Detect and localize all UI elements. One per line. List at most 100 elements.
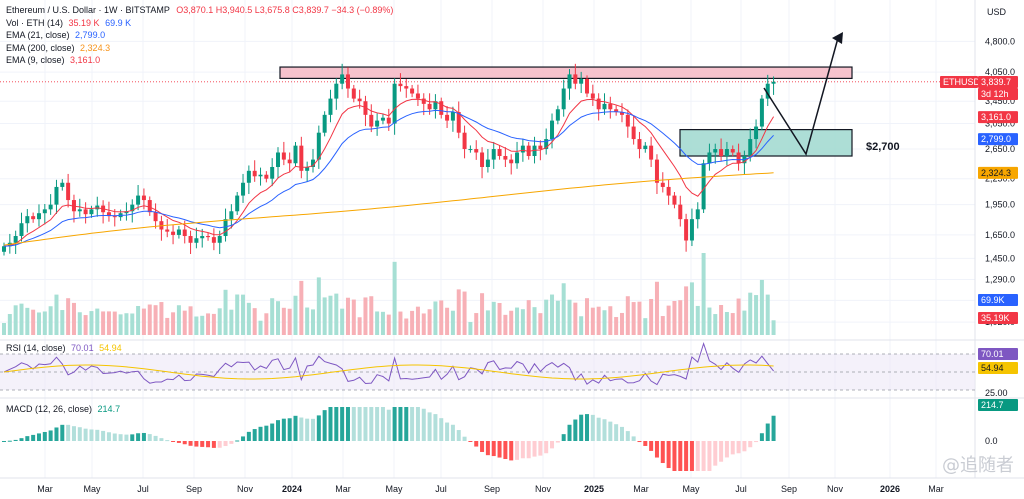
candle-body — [561, 88, 566, 110]
macd-bar — [456, 430, 461, 441]
rsi-legend[interactable]: RSI (14, close) 70.01 54.94 — [6, 343, 122, 353]
macd-bar — [695, 441, 700, 471]
macd-bar — [427, 412, 432, 441]
legend-ema21-row[interactable]: EMA (21, close) 2,799.0 — [6, 30, 106, 40]
macd-bar — [101, 430, 106, 441]
macd-bar — [672, 441, 677, 471]
volume-bar — [211, 313, 216, 335]
candle-body — [515, 152, 520, 164]
countdown-tag-bg — [978, 88, 1018, 100]
volume-bar — [701, 253, 706, 335]
volume-bar — [532, 307, 537, 335]
candle-body — [322, 114, 327, 133]
macd-bar — [474, 441, 479, 447]
candle-body — [217, 236, 222, 243]
macd-bar — [293, 415, 298, 441]
candle-body — [200, 236, 205, 239]
macd-bar — [334, 407, 339, 441]
macd-legend[interactable]: MACD (12, 26, close) 214.7 — [6, 404, 121, 414]
volume-bar — [334, 293, 339, 335]
volume-bar — [567, 299, 572, 335]
candle-body — [293, 145, 298, 164]
volume-bar — [351, 299, 356, 335]
rsi-level-label: 25.00 — [985, 388, 1008, 398]
volume-bar — [241, 294, 246, 335]
macd-bar — [363, 407, 368, 441]
time-tick-label: 2025 — [584, 484, 604, 494]
macd-bar — [130, 434, 135, 441]
legend-ema9-row[interactable]: EMA (9, close) 3,161.0 — [6, 55, 101, 65]
time-tick-label: Mar — [335, 484, 351, 494]
candle-body — [316, 132, 321, 160]
currency-label[interactable]: USD — [986, 7, 1006, 17]
candle-body — [520, 145, 525, 153]
candle-body — [77, 209, 82, 212]
volume-bar — [579, 316, 584, 335]
candle-body — [707, 152, 712, 164]
macd-bar — [182, 441, 187, 445]
volume-bar — [340, 308, 345, 335]
ema-200-line — [3, 172, 774, 246]
macd-bar — [608, 421, 613, 441]
macd-bar — [345, 407, 350, 441]
legend-ema200-row[interactable]: EMA (200, close) 2,324.3 — [6, 42, 111, 53]
macd-bar — [468, 441, 473, 442]
macd-bar — [637, 441, 642, 443]
time-tick-label: 2024 — [282, 484, 302, 494]
candle-body — [281, 152, 286, 160]
volume-bar — [217, 308, 222, 335]
volume-bar — [602, 310, 607, 335]
macd-bar — [328, 407, 333, 441]
price-tick-label: 1,290.0 — [985, 275, 1015, 285]
price-tick-label: 4,050.0 — [985, 67, 1015, 77]
volume-bar — [398, 311, 403, 335]
symbol-title[interactable]: Ethereum / U.S. Dollar · 1W · BITSTAMP — [6, 5, 170, 15]
candle-body — [310, 159, 315, 168]
candle-body — [258, 174, 263, 177]
volume-bar — [153, 305, 158, 335]
macd-bar — [299, 417, 304, 441]
macd-bar — [42, 431, 47, 441]
macd-bar — [258, 426, 263, 441]
macd-bar — [573, 419, 578, 441]
candle-body — [153, 212, 158, 222]
candle-body — [754, 126, 759, 140]
volume-bar — [654, 281, 659, 335]
volume-bar — [287, 308, 292, 335]
candle-body — [89, 209, 94, 215]
candle-body — [410, 88, 415, 94]
volume-bar — [136, 305, 141, 335]
candle-body — [194, 238, 199, 243]
time-tick-label: Jul — [137, 484, 149, 494]
volume-bar — [526, 300, 531, 335]
candle-body — [439, 101, 444, 115]
macd-bar — [509, 441, 514, 461]
price-tick-label: 1,650.0 — [985, 230, 1015, 240]
volume-bar — [363, 297, 368, 335]
macd-bar — [71, 426, 76, 441]
candle-body — [398, 83, 403, 87]
volume-bar — [765, 294, 770, 335]
macd-bar — [689, 441, 694, 471]
volume-bar — [270, 298, 275, 335]
candle-body — [345, 74, 350, 89]
macd-bar — [555, 441, 560, 443]
candle-body — [573, 74, 578, 84]
macd-bar — [106, 432, 111, 441]
candle-body — [415, 93, 420, 99]
volume-bar — [36, 312, 41, 335]
candle-body — [713, 149, 718, 153]
macd-bar — [398, 407, 403, 441]
time-tick-label: Mar — [928, 484, 944, 494]
macd-bar — [590, 414, 595, 441]
time-tick-label: Nov — [827, 484, 844, 494]
macd-bar — [276, 420, 281, 441]
macd-bar — [503, 441, 508, 460]
volume-bar — [509, 310, 514, 335]
candles — [2, 63, 776, 256]
volume-bar — [450, 310, 455, 335]
macd-bar — [118, 434, 123, 441]
legend-volume-row[interactable]: Vol · ETH (14) 35.19 K 69.9 K — [6, 17, 132, 28]
macd-bar — [147, 434, 152, 441]
